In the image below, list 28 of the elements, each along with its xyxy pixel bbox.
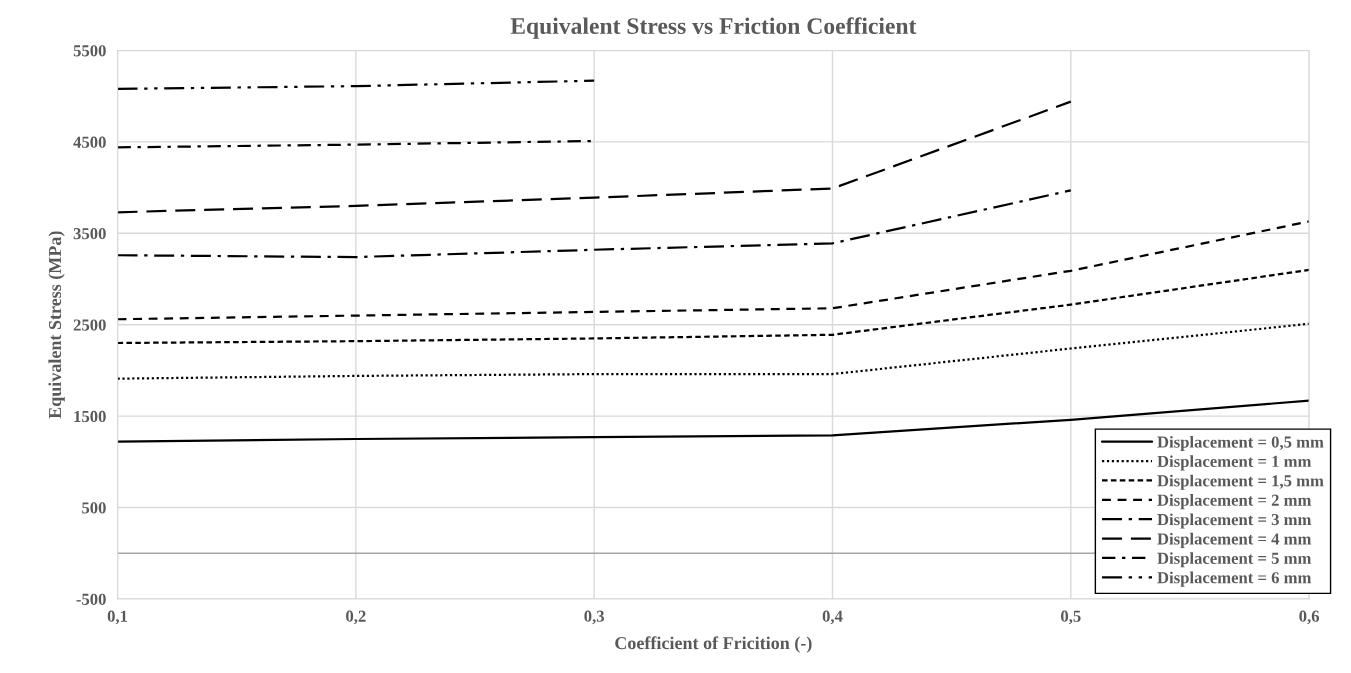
line-series xyxy=(117,268,1310,345)
line-series xyxy=(117,189,1072,259)
y-tick-label: 500 xyxy=(82,502,106,514)
y-tick-label: 4500 xyxy=(73,136,106,148)
legend-label: Displacement = 1,5 mm xyxy=(1157,474,1324,490)
x-tick-label: 0,4 xyxy=(822,610,843,625)
legend-label: Displacement = 1 mm xyxy=(1157,455,1312,471)
chart-title: Equivalent Stress vs Friction Coefficient xyxy=(510,17,917,39)
legend-label: Displacement = 2 mm xyxy=(1157,494,1312,510)
y-axis-title: Equivalent Stress (MPa) xyxy=(48,231,65,419)
x-tick-label: 0,3 xyxy=(584,610,605,625)
x-tick-label: 0,1 xyxy=(107,610,128,625)
legend-label: Displacement = 3 mm xyxy=(1157,513,1312,529)
line-series xyxy=(117,100,1072,214)
y-tick-label: 3500 xyxy=(73,228,106,240)
legend-label: Displacement = 4 mm xyxy=(1157,532,1312,548)
x-tick-label: 0,6 xyxy=(1299,610,1320,625)
legend-label: Displacement = 6 mm xyxy=(1157,571,1312,587)
y-tick-label: 1500 xyxy=(74,410,106,423)
y-tick-label: -500 xyxy=(76,593,106,605)
x-tick-label: 0,5 xyxy=(1061,610,1081,625)
line-series xyxy=(117,220,1310,321)
y-tick-label: 2500 xyxy=(73,319,106,331)
legend-label: Displacement = 0,5 mm xyxy=(1157,435,1324,452)
y-tick-label: 5500 xyxy=(73,45,106,57)
legend-label: Displacement = 5 mm xyxy=(1157,552,1312,568)
x-axis-title: Coefficient of Fricition (-) xyxy=(615,636,812,653)
x-tick-label: 0,2 xyxy=(346,610,366,625)
